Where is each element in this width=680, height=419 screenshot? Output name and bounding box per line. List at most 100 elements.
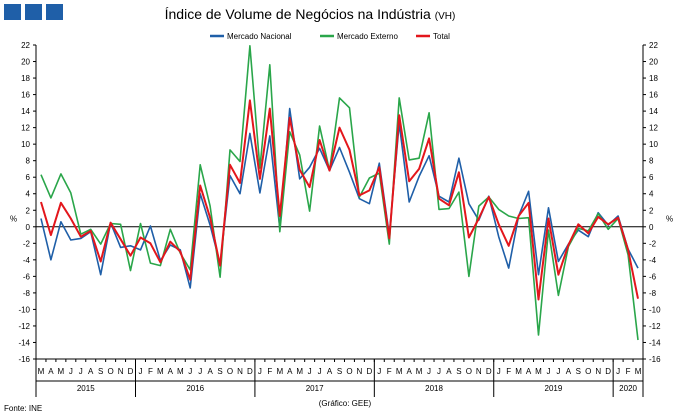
x-tick-label: N [595,367,601,376]
x-tick-label: F [626,367,631,376]
x-tick-label: A [327,367,333,376]
x-tick-label: J [188,367,192,376]
x-tick-label: A [48,367,54,376]
x-tick-label: J [69,367,73,376]
year-label: 2016 [186,384,204,393]
y-tick-label-right: 16 [649,91,658,100]
y-tick-label-right: 14 [649,107,658,116]
x-tick-label: D [366,367,372,376]
series-line [40,99,639,301]
y-tick-label-left: -6 [23,272,31,281]
y-tick-label-left: 10 [21,140,30,149]
x-tick-label: S [217,367,222,376]
x-tick-label: A [287,367,293,376]
y-tick-label-left: 2 [26,206,31,215]
y-tick-label-right: 4 [649,190,654,199]
y-tick-label-left: -12 [18,322,30,331]
legend: Mercado Nacional Mercado Externo Total [210,32,450,41]
x-tick-label: N [237,367,243,376]
x-tick-label: J [377,367,381,376]
y-tick-label-left: 8 [26,157,31,166]
y-tick-label-right: 12 [649,124,658,133]
x-tick-label: D [486,367,492,376]
x-tick-label: J [138,367,142,376]
y-tick-label-left: -16 [18,355,30,364]
y-tick-label-left: 12 [21,124,30,133]
x-tick-label: F [387,367,392,376]
y-tick-label-right: 0 [649,223,654,232]
legend-label: Mercado Nacional [227,32,292,41]
y-tick-label-left: -10 [18,305,30,314]
y-tick-label-right: 6 [649,173,654,182]
x-tick-label: J [497,367,501,376]
x-tick-label: O [227,367,233,376]
y-tick-label-left: -2 [23,239,31,248]
x-tick-label: J [556,367,560,376]
x-tick-label: A [526,367,532,376]
x-tick-label: M [515,367,522,376]
x-tick-label: A [566,367,572,376]
year-label: 2015 [77,384,95,393]
x-tick-label: A [168,367,174,376]
y-axis-label-right: % [666,215,673,224]
x-tick-label: M [276,367,283,376]
x-tick-label: M [157,367,164,376]
x-tick-label: O [585,367,591,376]
y-tick-label-right: 8 [649,157,654,166]
x-tick-label: F [267,367,272,376]
legend-label: Mercado Externo [337,32,398,41]
year-label: 2018 [425,384,443,393]
y-tick-label-left: -4 [23,256,31,265]
y-tick-label-right: -14 [649,338,661,347]
y-tick-label-left: -8 [23,289,31,298]
x-tick-label: M [296,367,303,376]
x-tick-label: O [466,367,472,376]
x-tick-label: J [308,367,312,376]
x-tick-label: D [128,367,134,376]
x-tick-label: J [427,367,431,376]
y-tick-label-right: -8 [649,289,657,298]
x-tick-label: A [88,367,94,376]
y-tick-label-left: 18 [21,74,30,83]
year-label: 2019 [545,384,563,393]
y-tick-label-right: -12 [649,322,661,331]
y-tick-label-right: -10 [649,305,661,314]
y-tick-label-right: -16 [649,355,661,364]
logo [4,4,63,20]
year-label: 2017 [306,384,324,393]
x-tick-label: O [346,367,352,376]
y-tick-label-right: -2 [649,239,657,248]
y-tick-label-left: 20 [21,58,30,67]
series-line [40,44,639,341]
x-tick-label: D [247,367,253,376]
x-tick-label: A [406,367,412,376]
y-tick-label-left: 0 [26,223,31,232]
y-tick-label-right: -4 [649,256,657,265]
x-tick-label: O [108,367,114,376]
year-label: 2020 [619,384,637,393]
x-tick-label: M [416,367,423,376]
x-tick-label: J [258,367,262,376]
y-tick-label-right: 22 [649,41,658,50]
x-tick-label: A [446,367,452,376]
y-tick-label-left: 4 [26,190,31,199]
x-tick-label: M [177,367,184,376]
y-tick-label-right: 10 [649,140,658,149]
x-tick-label: N [357,367,363,376]
x-tick-label: N [476,367,482,376]
y-tick-label-right: -6 [649,272,657,281]
logo-block-3 [46,4,63,20]
x-tick-label: S [337,367,342,376]
x-tick-label: S [456,367,461,376]
x-tick-label: J [79,367,83,376]
x-tick-label: M [635,367,642,376]
y-tick-label-left: -14 [18,338,30,347]
y-tick-label-left: 6 [26,173,31,182]
x-tick-label: M [58,367,65,376]
x-tick-label: S [576,367,581,376]
y-tick-label-left: 16 [21,91,30,100]
y-axis-label-left: % [10,215,17,224]
source-note: Fonte: INE [4,404,42,413]
